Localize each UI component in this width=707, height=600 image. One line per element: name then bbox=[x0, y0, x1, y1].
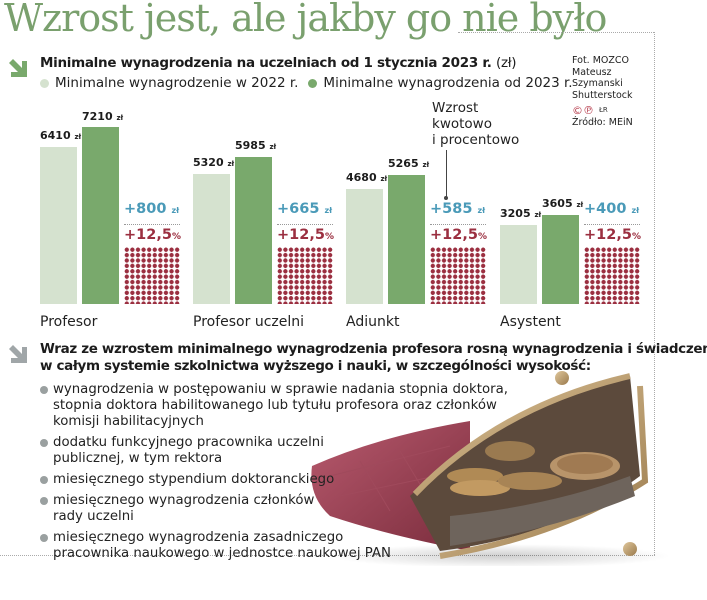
increase-percent: +12,5% bbox=[584, 227, 641, 243]
increase-separator bbox=[430, 224, 486, 225]
increase-percent: +12,5% bbox=[277, 227, 334, 243]
arrow-down-right-icon bbox=[9, 345, 27, 363]
bar-2023 bbox=[82, 127, 119, 304]
increase-separator bbox=[277, 224, 333, 225]
section-heading: Wraz ze wzrostem minimalnego wynagrodzen… bbox=[40, 341, 707, 375]
bar-2022 bbox=[500, 225, 537, 304]
list-item: miesięcznego stypendium doktoranckiego bbox=[40, 472, 508, 488]
author-initials: ŁR bbox=[599, 106, 608, 114]
bar-value-2023: 7210 zł bbox=[82, 110, 124, 123]
increase-separator bbox=[124, 224, 180, 225]
bar-2022 bbox=[346, 189, 383, 304]
legend-swatch-2022 bbox=[40, 78, 49, 88]
bar-2023 bbox=[542, 215, 579, 304]
legend-swatch-2023 bbox=[308, 78, 318, 88]
annotation-pointer-dot bbox=[444, 196, 448, 200]
bar-2023 bbox=[388, 175, 425, 304]
annotation-line: i procentowo bbox=[432, 132, 520, 148]
increase-annotation: Wzrost kwotowo i procentowo bbox=[432, 100, 519, 148]
photo-credits: Fot. MOZCO Mateusz Szymanski Shutterstoc… bbox=[572, 55, 633, 128]
legend-item-2023: Minimalne wynagrodzenia od 2023 r. bbox=[308, 75, 573, 91]
increase-percent: +12,5% bbox=[124, 227, 181, 243]
bar-value-2022: 6410 zł bbox=[40, 129, 82, 142]
credit-line: Shutterstock bbox=[572, 89, 633, 101]
percent-dot-grid bbox=[584, 247, 640, 304]
increase-absolute: +665 zł bbox=[277, 201, 333, 217]
category-label: Asystent bbox=[500, 314, 561, 330]
frame-border-top bbox=[458, 32, 654, 33]
credit-line: Fot. MOZCO bbox=[572, 55, 629, 66]
frame-border-right bbox=[654, 32, 655, 555]
copyright-icon: ©℗ bbox=[572, 104, 594, 117]
page-title: Wzrost jest, ale jakby go nie było bbox=[4, 0, 607, 40]
copyright-row: ©℗ ŁR bbox=[572, 105, 633, 117]
bar-value-2022: 4680 zł bbox=[346, 171, 388, 184]
bar-value-2022: 3205 zł bbox=[500, 207, 542, 220]
annotation-line: Wzrost bbox=[432, 100, 479, 116]
increase-absolute: +400 zł bbox=[584, 201, 640, 217]
bar-value-2022: 5320 zł bbox=[193, 156, 235, 169]
coin-purse-photo bbox=[311, 371, 670, 566]
effects-list: wynagrodzenia w postępowaniu w sprawie n… bbox=[40, 382, 508, 567]
percent-dot-grid bbox=[430, 247, 486, 304]
list-item: miesięcznego wynagrodzenia zasadniczego … bbox=[40, 530, 508, 562]
annotation-line: kwotowo bbox=[432, 116, 492, 132]
chart-subtitle-text: Minimalne wynagrodzenia na uczelniach od… bbox=[40, 55, 492, 71]
bar-2022 bbox=[193, 174, 230, 304]
section-heading-line: Wraz ze wzrostem minimalnego wynagrodzen… bbox=[40, 341, 707, 357]
percent-dot-grid bbox=[277, 247, 333, 304]
bar-value-2023: 5265 zł bbox=[388, 157, 430, 170]
list-item: miesięcznego wynagrodzenia członków rady… bbox=[40, 493, 508, 525]
frame-border-bottom bbox=[0, 555, 655, 556]
annotation-pointer-line bbox=[446, 150, 447, 198]
legend-item-2022: Minimalne wynagrodzenie w 2022 r. bbox=[40, 75, 298, 91]
bar-2023 bbox=[235, 157, 272, 304]
credit-line: Szymanski bbox=[572, 78, 623, 89]
bar-group-profesor-uczelni: 5320 zł 5985 zł +665 zł +12,5% Profesor … bbox=[193, 100, 343, 340]
section-heading-line: w całym systemie szkolnictwa wyższego i … bbox=[40, 358, 591, 374]
legend-label-2023: Minimalne wynagrodzenia od 2023 r. bbox=[323, 75, 573, 91]
bar-group-profesor: 6410 zł 7210 zł +800 zł +12,5% Profesor bbox=[40, 100, 190, 340]
chart-subtitle: Minimalne wynagrodzenia na uczelniach od… bbox=[40, 55, 517, 71]
chart-subtitle-unit: (zł) bbox=[496, 55, 517, 71]
list-item: wynagrodzenia w postępowaniu w sprawie n… bbox=[40, 382, 508, 430]
arrow-down-right-icon bbox=[9, 59, 27, 77]
increase-absolute: +800 zł bbox=[124, 201, 180, 217]
list-item: dodatku funkcyjnego pracownika uczelni p… bbox=[40, 435, 508, 467]
bar-2022 bbox=[40, 147, 77, 304]
legend-label-2022: Minimalne wynagrodzenie w 2022 r. bbox=[55, 75, 299, 91]
increase-percent: +12,5% bbox=[430, 227, 487, 243]
source-label: Źródło: MEiN bbox=[572, 116, 633, 128]
chart-legend: Minimalne wynagrodzenie w 2022 r. Minima… bbox=[40, 75, 583, 91]
percent-dot-grid bbox=[124, 247, 180, 304]
bar-value-2023: 5985 zł bbox=[235, 139, 277, 152]
category-label: Profesor bbox=[40, 314, 98, 330]
credit-line: Mateusz bbox=[572, 66, 612, 78]
bar-group-asystent: 3205 zł 3605 zł +400 zł +12,5% Asystent bbox=[500, 100, 650, 340]
category-label: Adiunkt bbox=[346, 314, 400, 330]
category-label: Profesor uczelni bbox=[193, 314, 305, 330]
bar-value-2023: 3605 zł bbox=[542, 197, 584, 210]
bar-group-adiunkt: 4680 zł 5265 zł +585 zł +12,5% Adiunkt bbox=[346, 100, 496, 340]
increase-absolute: +585 zł bbox=[430, 201, 486, 217]
increase-separator bbox=[584, 224, 640, 225]
